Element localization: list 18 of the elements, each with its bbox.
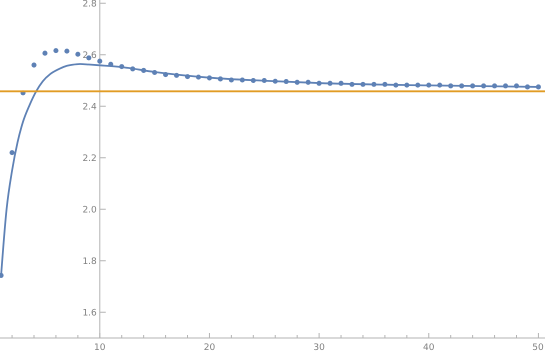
y-tick-label: 1.8 [82, 256, 98, 267]
y-tick-label: 2.0 [82, 205, 98, 216]
x-tick-label: 20 [204, 343, 216, 353]
point [64, 48, 70, 54]
point [31, 62, 37, 68]
y-tick-label: 2.4 [82, 102, 98, 112]
y-tick-label: 2.8 [82, 0, 98, 10]
y-tick-label: 1.6 [82, 308, 98, 318]
point [10, 150, 15, 156]
point [42, 50, 48, 56]
x-tick-label: 50 [532, 343, 544, 353]
x-tick-label: 10 [94, 343, 106, 353]
x-tick-label: 40 [423, 343, 435, 353]
point [75, 52, 80, 57]
point [53, 48, 58, 54]
y-tick-label: 2.2 [82, 154, 97, 164]
x-tick-label: 30 [313, 343, 326, 353]
point [97, 58, 102, 64]
